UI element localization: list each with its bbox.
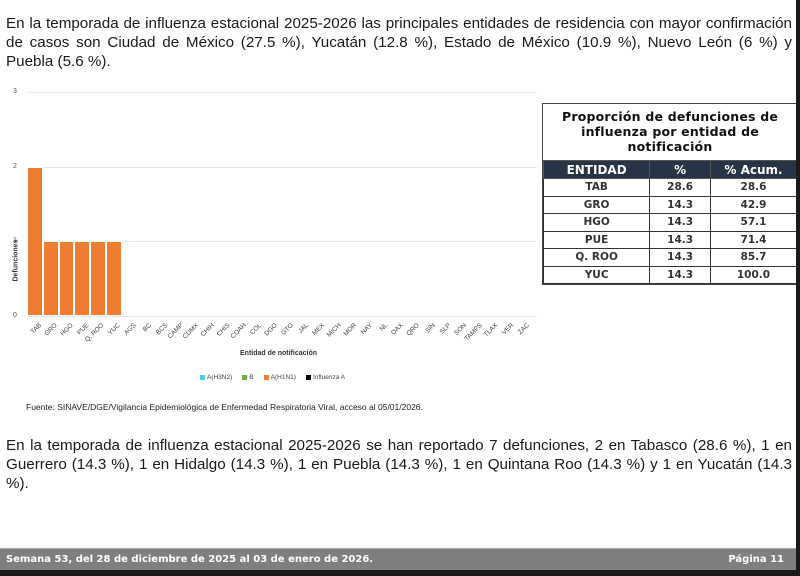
cell-cumulative: 71.4	[709, 230, 798, 249]
bottom-edge	[0, 570, 800, 576]
header-entidad: ENTIDAD	[542, 160, 651, 179]
cell-entidad: YUC	[542, 265, 651, 284]
table-row: Q. ROO 14.3 85.7	[542, 248, 798, 267]
source-note: Fuente: SINAVE/DGE/Vigilancia Epidemioló…	[26, 402, 423, 412]
x-tick-label: TLAX	[483, 322, 500, 339]
x-tick-label: QRO	[405, 322, 421, 338]
x-tick-label: COAH	[229, 322, 248, 341]
y-tick-label: 0	[13, 312, 17, 319]
cell-cumulative: 85.7	[709, 248, 798, 267]
cell-percent: 14.3	[649, 195, 711, 214]
cell-entidad: TAB	[542, 178, 651, 197]
x-tick-label: GRO	[43, 322, 59, 338]
table-row: PUE 14.3 71.4	[542, 230, 798, 249]
table-row: GRO 14.3 42.9	[542, 195, 798, 214]
header-percent: %	[649, 160, 711, 179]
cell-percent: 28.6	[649, 178, 711, 197]
legend-swatch-icon	[263, 375, 269, 380]
bar	[74, 241, 90, 316]
legend-swatch-icon	[305, 375, 311, 380]
x-tick-label: OAX	[390, 322, 406, 337]
legend-swatch-icon	[242, 375, 248, 380]
legend-label: A(H1N1)	[270, 374, 296, 381]
cell-percent: 14.3	[649, 248, 711, 267]
bar	[105, 241, 122, 316]
legend-label: B	[249, 374, 254, 381]
cell-cumulative: 28.6	[709, 178, 798, 197]
bar	[90, 241, 106, 316]
cell-cumulative: 42.9	[709, 195, 798, 214]
page-footer: Semana 53, del 28 de diciembre de 2025 a…	[0, 548, 796, 570]
bar	[27, 166, 43, 316]
x-tick-label: CDMX	[181, 322, 201, 341]
cell-cumulative: 57.1	[709, 213, 798, 232]
legend-label: A(H3N2)	[207, 374, 233, 381]
cell-entidad: HGO	[542, 213, 651, 232]
y-axis-title: Defunciones	[12, 239, 20, 282]
cell-entidad: GRO	[542, 195, 651, 214]
proportion-table: Proporción de defunciones de influenza p…	[542, 103, 798, 285]
legend-item: Influenza A	[305, 374, 346, 381]
x-tick-label: JAL	[297, 322, 311, 335]
x-tick-label: MEX	[311, 322, 327, 337]
table: ENTIDAD % % Acum. TAB 28.6 28.6 GRO 14.3 42.9…	[542, 160, 798, 284]
table-row: HGO 14.3 57.1	[542, 213, 798, 232]
x-tick-label: VER	[500, 322, 516, 337]
x-tick-label: CAMP	[166, 322, 185, 341]
legend-item: A(H1N1)	[263, 374, 296, 381]
x-tick-label: SLP	[438, 322, 453, 336]
x-tick-label: AGS	[122, 322, 138, 337]
x-tick-label: DGO	[263, 322, 280, 338]
x-tick-label: NL	[378, 322, 390, 333]
y-tick-label: 2	[13, 162, 17, 170]
header-cumulative: % Acum.	[709, 160, 798, 179]
gridline	[27, 316, 537, 317]
table-title: Proporción de defunciones de influenza p…	[561, 109, 779, 154]
x-tick-label: SIN	[423, 322, 437, 335]
cell-percent: 14.3	[649, 213, 711, 232]
x-tick-label: HGO	[58, 322, 75, 338]
x-tick-label: NAY	[359, 322, 374, 337]
cell-entidad: Q. ROO	[542, 248, 651, 267]
gridline	[27, 166, 537, 168]
chart-legend: A(H3N2) B A(H1N1) Influenza A	[200, 374, 345, 381]
table-row: TAB 28.6 28.6	[542, 178, 798, 197]
y-tick-label: 3	[13, 88, 17, 95]
x-tick-label: CHIH	[199, 322, 217, 339]
legend-item: B	[242, 374, 254, 381]
cell-cumulative: 100.0	[709, 265, 798, 284]
bar	[58, 241, 75, 316]
x-tick-label: TAB	[29, 322, 43, 336]
deaths-paragraph: En la temporada de influenza estacional …	[6, 437, 792, 492]
table-header-row: ENTIDAD % % Acum.	[542, 160, 798, 179]
legend-label: Influenza A	[312, 374, 346, 381]
x-axis-title: Entidad de notificación	[240, 350, 318, 357]
intro-paragraph: En la temporada de influenza estacional …	[6, 15, 792, 70]
bars-area	[27, 92, 531, 316]
gridline	[27, 92, 537, 93]
cell-percent: 14.3	[649, 230, 711, 249]
footer-page-number: Página 11	[728, 554, 784, 565]
x-tick-label: COL	[248, 322, 264, 337]
legend-swatch-icon	[200, 375, 205, 380]
gridline	[27, 241, 537, 243]
legend-item: A(H3N2)	[200, 374, 232, 381]
cell-percent: 14.3	[649, 265, 711, 284]
page-edge	[796, 0, 800, 576]
table-row: YUC 14.3 100.0	[542, 265, 798, 284]
x-tick-label: GTO	[279, 322, 295, 337]
x-tick-label: MOR	[342, 322, 358, 338]
x-tick-label: BC	[141, 322, 154, 334]
x-tick-label: ZAC	[516, 322, 532, 337]
bar	[42, 241, 59, 316]
x-tick-label: MICH	[325, 322, 343, 339]
y-tick-label: 1	[13, 237, 17, 245]
footer-week: Semana 53, del 28 de diciembre de 2025 a…	[6, 554, 374, 565]
x-tick-label: YUC	[106, 322, 122, 337]
cell-entidad: PUE	[542, 230, 651, 249]
